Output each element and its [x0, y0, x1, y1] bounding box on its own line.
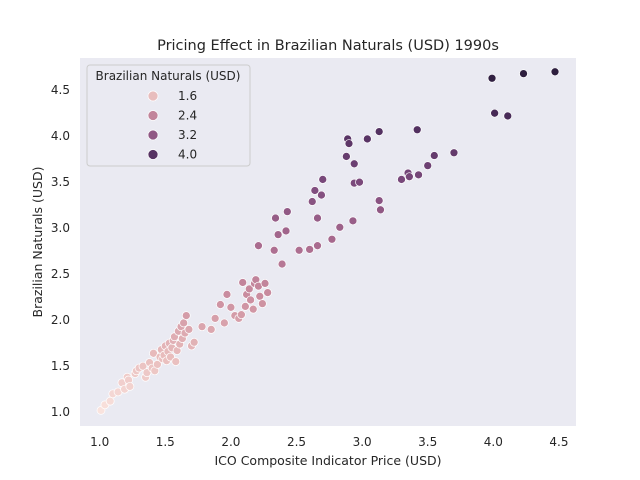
data-point	[219, 318, 229, 328]
chart-title: Pricing Effect in Brazilian Naturals (US…	[157, 38, 499, 54]
data-point	[344, 139, 354, 148]
y-tick-label: 1.0	[51, 405, 70, 419]
data-point	[255, 291, 265, 301]
x-tick-label: 4.0	[484, 435, 503, 449]
data-point	[254, 241, 263, 251]
data-point	[105, 396, 115, 406]
legend-label: 1.6	[178, 89, 197, 103]
legend-label: 4.0	[178, 148, 197, 162]
data-point	[226, 302, 236, 312]
legend-marker	[147, 90, 159, 102]
x-tick-label: 3.0	[353, 435, 372, 449]
legend-title: Brazilian Naturals (USD)	[96, 69, 241, 83]
data-point	[197, 322, 207, 331]
data-point	[216, 300, 225, 309]
x-tick-label: 1.5	[156, 435, 175, 449]
data-point	[397, 175, 406, 184]
y-tick-label: 2.5	[51, 267, 70, 281]
data-point	[222, 290, 232, 299]
data-point	[449, 148, 459, 158]
y-tick-label: 4.5	[51, 83, 70, 97]
legend-marker	[147, 149, 159, 160]
data-point	[237, 310, 246, 320]
data-point	[281, 226, 291, 236]
data-point	[405, 172, 414, 182]
data-point	[238, 278, 248, 287]
y-tick-label: 3.0	[51, 221, 70, 235]
x-axis-label: ICO Composite Indicator Price (USD)	[214, 453, 441, 468]
data-point	[125, 382, 135, 391]
data-point	[263, 288, 272, 297]
data-point	[181, 311, 191, 320]
points-layer	[96, 67, 560, 415]
data-point	[519, 69, 528, 78]
data-point	[310, 186, 320, 195]
data-point	[189, 337, 199, 347]
data-point	[269, 245, 279, 255]
data-point	[210, 314, 220, 323]
data-point	[277, 259, 287, 269]
y-tick-label: 4.0	[51, 129, 70, 143]
data-point	[348, 216, 358, 226]
x-tick-label: 3.5	[418, 435, 437, 449]
data-point	[503, 111, 513, 121]
legend-marker	[147, 110, 159, 121]
data-point	[355, 177, 364, 187]
data-point	[273, 230, 283, 239]
data-point	[244, 284, 254, 294]
data-point	[313, 213, 322, 223]
legend-marker	[147, 129, 159, 141]
data-point	[246, 295, 255, 305]
y-tick-label: 3.5	[51, 175, 70, 189]
data-point	[429, 151, 439, 160]
data-point	[171, 357, 181, 366]
data-point	[414, 170, 423, 180]
data-point	[294, 245, 304, 255]
data-point	[282, 207, 292, 216]
data-point	[327, 234, 337, 244]
data-point	[487, 73, 497, 83]
legend-label: 3.2	[178, 128, 197, 142]
data-point	[260, 279, 270, 288]
data-point	[374, 196, 384, 205]
data-point	[248, 304, 258, 314]
x-tick-label: 4.5	[549, 435, 568, 449]
data-point	[342, 152, 351, 161]
x-tick-label: 2.0	[221, 435, 240, 449]
data-point	[412, 125, 422, 135]
data-point	[317, 190, 326, 200]
x-tick-label: 1.0	[90, 435, 109, 449]
legend-box	[86, 64, 251, 167]
data-point	[313, 241, 322, 251]
data-point	[318, 175, 328, 184]
data-point	[138, 361, 148, 371]
y-tick-label: 1.5	[51, 359, 70, 373]
x-tick-label: 2.5	[287, 435, 306, 449]
data-point	[363, 134, 372, 144]
data-point	[376, 205, 385, 215]
legend: Brazilian Naturals (USD) 1.6 2.4 3.2 4.0	[86, 64, 251, 167]
data-point	[305, 245, 314, 254]
legend-label: 2.4	[178, 109, 197, 123]
legend-entries: 1.6 2.4 3.2 4.0	[147, 89, 197, 162]
data-point	[490, 108, 499, 118]
data-point	[423, 161, 433, 170]
data-point	[240, 302, 250, 311]
data-point	[184, 325, 194, 334]
data-point	[550, 67, 560, 77]
data-point	[374, 127, 384, 136]
data-point	[179, 318, 189, 328]
y-ticks: 1.0 1.5 2.0 2.5 3.0 3.5 4.0 4.5	[51, 83, 70, 419]
x-ticks: 1.0 1.5 2.0 2.5 3.0 3.5 4.0 4.5	[90, 435, 568, 449]
data-point	[206, 325, 216, 334]
data-point	[307, 197, 317, 206]
y-tick-label: 2.0	[51, 313, 70, 327]
data-point	[271, 213, 280, 223]
data-point	[349, 159, 359, 169]
data-point	[258, 299, 267, 308]
data-point	[335, 222, 345, 232]
data-point	[149, 348, 158, 358]
y-axis-label: Brazilian Naturals (USD)	[30, 167, 45, 318]
